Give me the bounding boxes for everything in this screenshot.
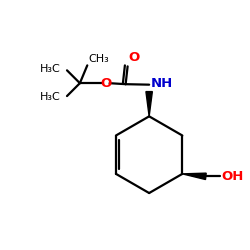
- Polygon shape: [146, 92, 152, 116]
- Polygon shape: [182, 173, 206, 180]
- Text: O: O: [128, 52, 140, 64]
- Text: O: O: [101, 77, 112, 90]
- Text: OH: OH: [222, 170, 244, 183]
- Text: H₃C: H₃C: [40, 92, 61, 102]
- Text: H₃C: H₃C: [40, 64, 61, 74]
- Text: CH₃: CH₃: [89, 54, 110, 64]
- Text: NH: NH: [151, 77, 173, 90]
